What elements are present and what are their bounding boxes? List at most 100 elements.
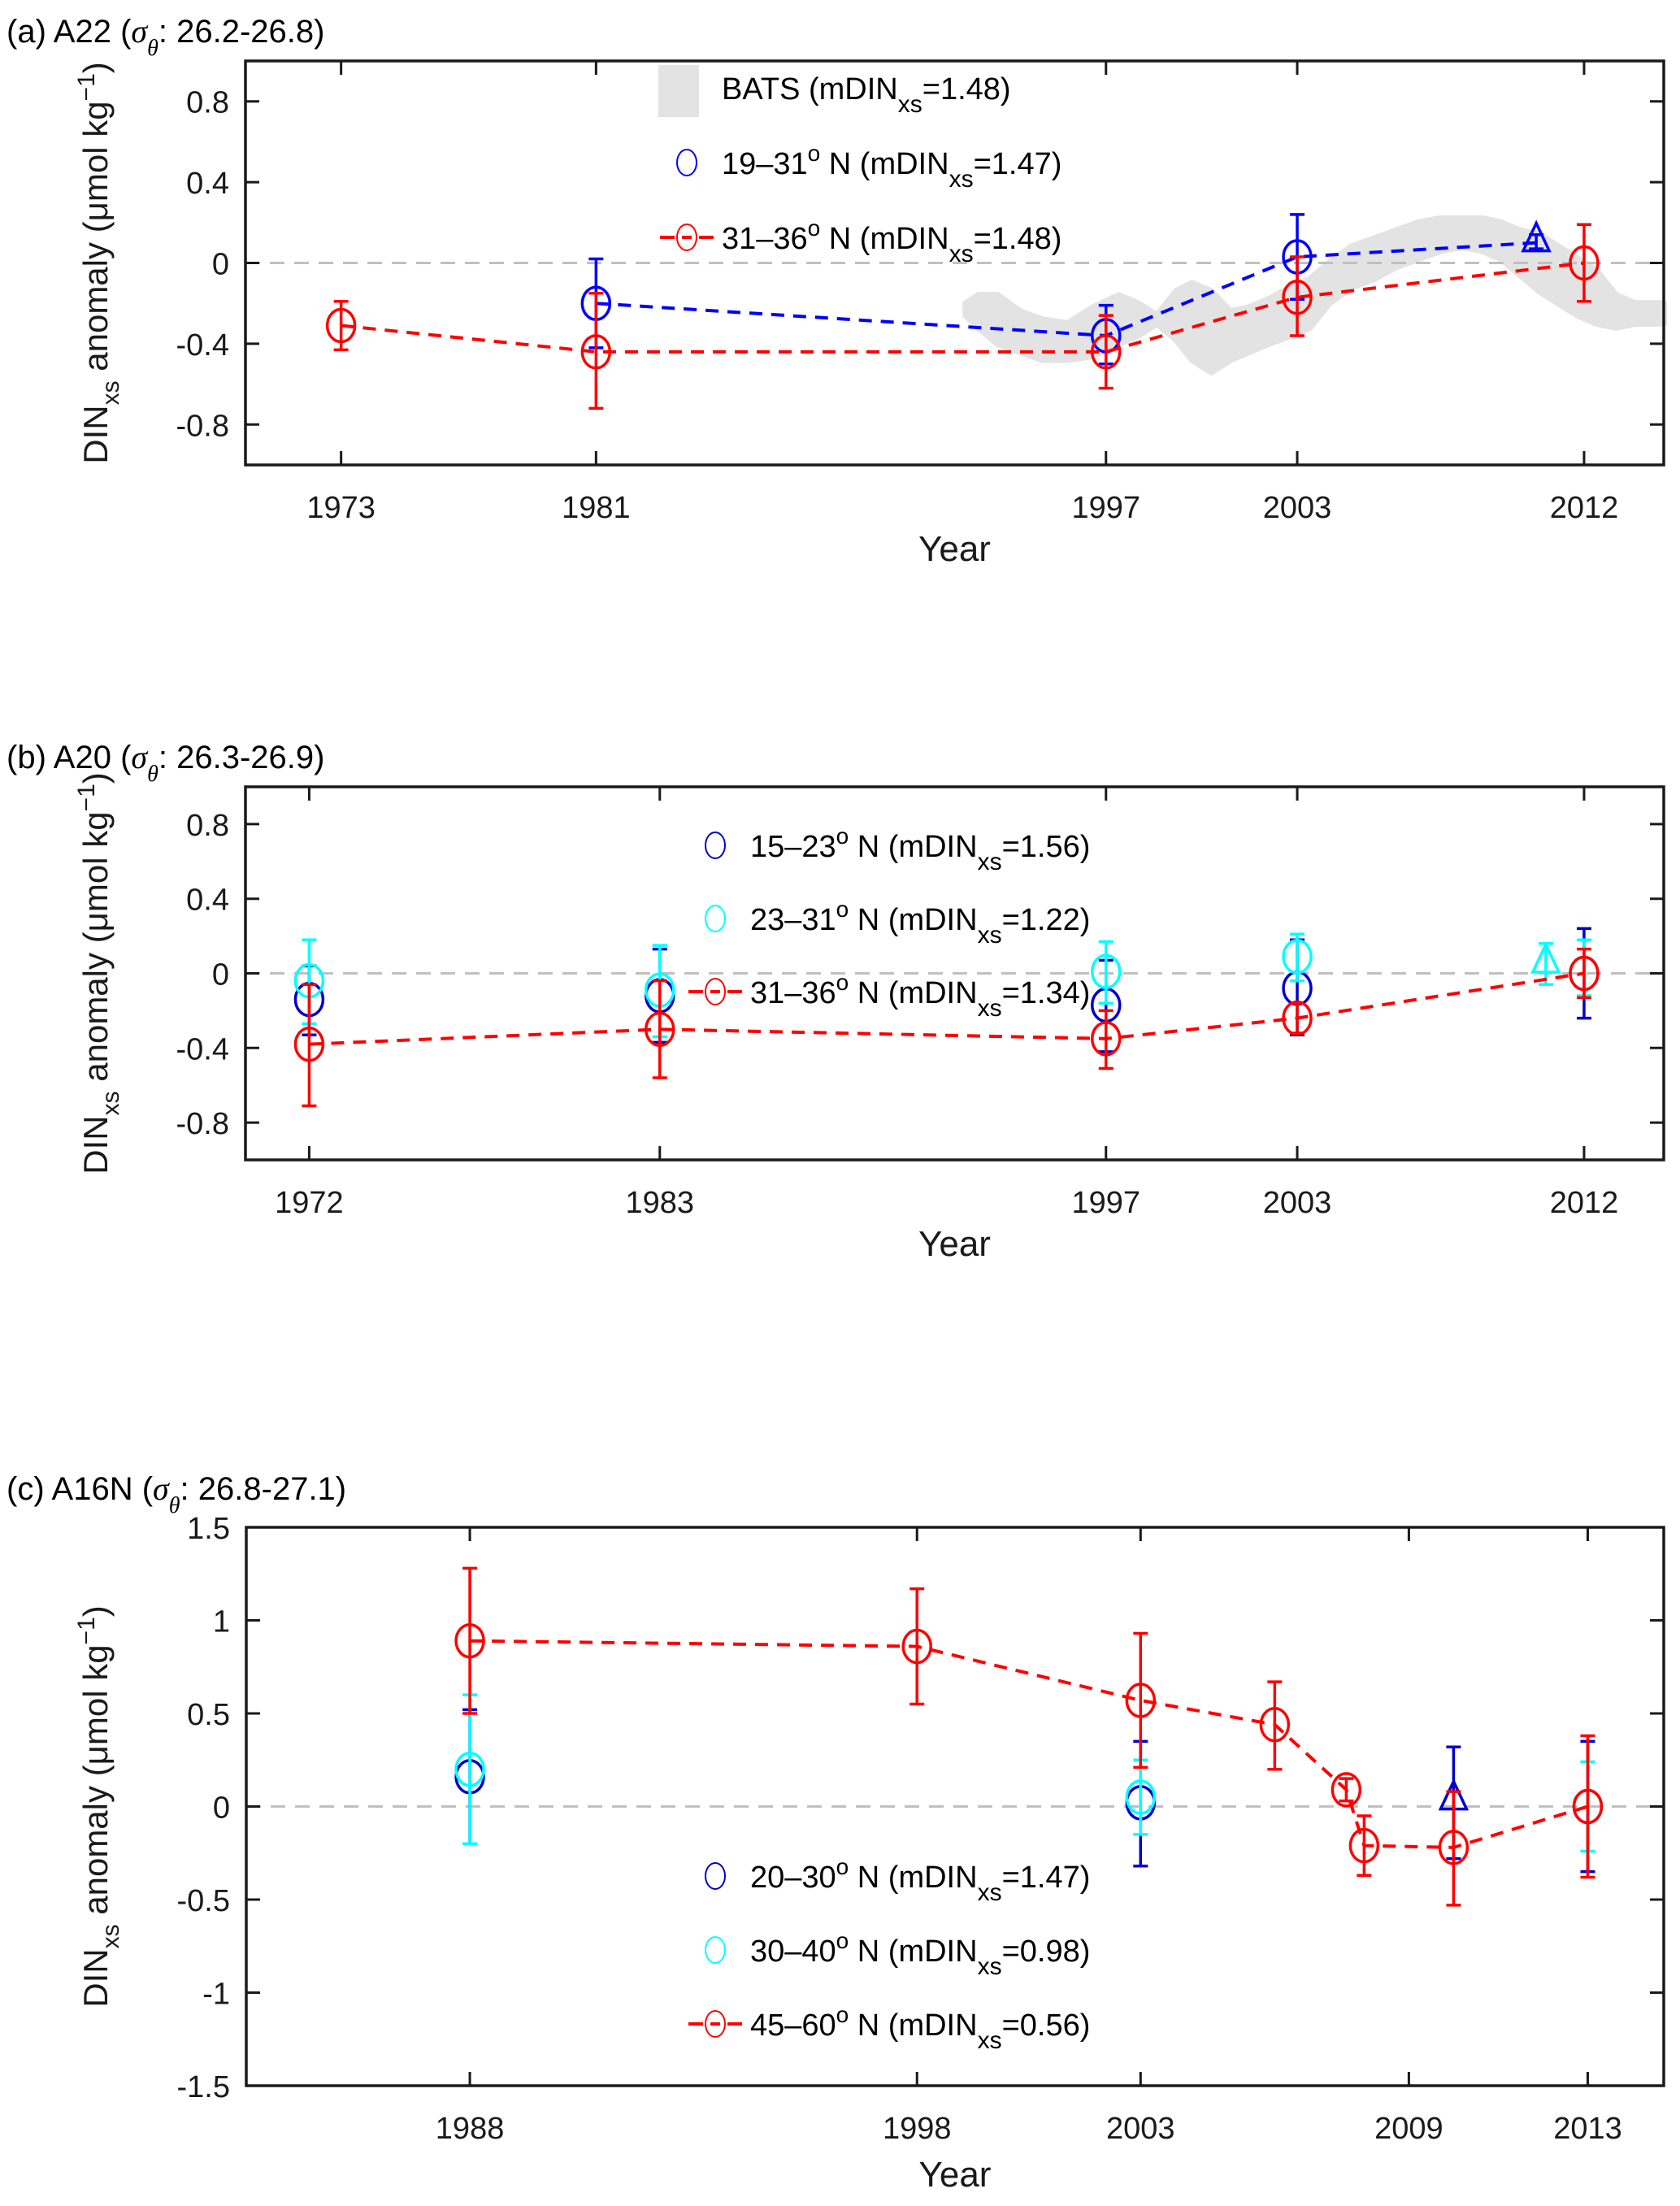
series-30-40-n — [454, 1693, 1604, 1853]
data-point-circle — [580, 334, 612, 370]
y-tick-label: -0.8 — [176, 409, 229, 443]
legend-marker-circle — [705, 2010, 726, 2038]
x-tick-label: 1972 — [275, 1186, 344, 1220]
legend-label-sub: xs — [978, 995, 1002, 1022]
y-tick-label: 0.8 — [186, 809, 229, 843]
legend-label-pre: BATS (mDIN — [722, 72, 898, 106]
y-tick-label: 0.4 — [186, 884, 229, 918]
y-axis-label-end: ) — [76, 1605, 115, 1617]
y-axis-label-main: DIN — [76, 1948, 115, 2007]
data-point-circle — [1569, 955, 1600, 992]
y-axis-label-sup: −1 — [73, 73, 100, 101]
data-point-circle — [645, 1011, 675, 1048]
legend-label-post: =1.22) — [1002, 903, 1091, 937]
legend-label-mid: N (mDIN — [849, 2008, 977, 2043]
data-point-triangle — [1530, 940, 1561, 974]
y-axis-label-sub: xs — [98, 1091, 124, 1115]
x-axis-label: Year — [918, 529, 991, 569]
legend-label-sub: xs — [898, 91, 922, 118]
legend-marker-circle — [705, 1936, 726, 1964]
legend-label-degree: o — [808, 215, 821, 241]
legend-label-pre: 15–23 — [750, 830, 836, 864]
legend-label: 45–60o N (mDINxs=0.56) — [750, 2002, 1090, 2054]
y-tick-label: -0.5 — [177, 1884, 230, 1918]
legend-label-pre: 20–30 — [750, 1861, 836, 1895]
legend-label-post: =1.48) — [922, 72, 1011, 106]
panel-c-title: (c) A16N (σθ: 26.8-27.1) — [7, 1470, 346, 1518]
series-31-36-n — [293, 947, 1600, 1108]
legend-label-mid: N (mDIN — [820, 222, 949, 256]
data-point-circle — [1438, 1830, 1469, 1865]
legend-marker-circle — [705, 1862, 726, 1890]
legend-label-mid: N (mDIN — [820, 147, 949, 181]
data-point-circle — [1331, 1772, 1362, 1808]
x-tick-label: 2009 — [1374, 2112, 1443, 2146]
legend-swatch-band — [658, 65, 699, 117]
legend-label: 15–23o N (mDINxs=1.56) — [750, 823, 1090, 875]
y-tick-label: 0.8 — [186, 86, 229, 120]
legend-label-post: =1.56) — [1002, 830, 1091, 864]
panel-b-title: (b) A20 (σθ: 26.3-26.9) — [7, 739, 324, 787]
x-axis-label: Year — [918, 1224, 991, 1264]
data-point-circle — [1125, 1779, 1157, 1815]
legend-label-sub: xs — [978, 849, 1002, 875]
y-tick-label: 1 — [213, 1605, 230, 1639]
data-point-circle — [325, 307, 357, 344]
x-tick-label: 2003 — [1263, 1186, 1332, 1220]
legend-label-pre: 19–31 — [722, 147, 808, 181]
y-tick-label: 0.4 — [186, 167, 229, 201]
panel-a: (a) A22 (σθ: 26.2-26.8) 0.8 0.4 0 -0.4 -0.8 1… — [7, 13, 1667, 569]
legend-label-mid: N (mDIN — [849, 976, 977, 1010]
legend-label-pre: 45–60 — [750, 2008, 836, 2043]
data-point-circle — [1091, 1021, 1122, 1057]
y-tick-label: -0.4 — [176, 1032, 229, 1066]
x-tick-label: 1973 — [306, 491, 376, 525]
legend-label-post: =1.47) — [974, 147, 1062, 181]
y-axis-label-rest: anomaly (μmol kg — [76, 1644, 115, 1924]
legend-label-pre: 30–40 — [750, 1935, 836, 1969]
x-tick-label: 2003 — [1106, 2112, 1175, 2146]
y-tick-label: -0.8 — [176, 1107, 229, 1141]
legend-label-degree: o — [836, 970, 849, 995]
data-point-triangle — [1521, 219, 1552, 253]
legend: 15–23o N (mDINxs=1.56)23–31o N (mDINxs=1… — [688, 823, 1090, 1022]
legend-label: 19–31o N (mDINxs=1.47) — [722, 141, 1061, 193]
legend-label-sub: xs — [978, 922, 1002, 949]
legend: BATS (mDINxs=1.48)19–31o N (mDINxs=1.47)… — [658, 65, 1061, 267]
data-point-circle — [1125, 1683, 1157, 1718]
legend-label-post: =0.56) — [1002, 2008, 1091, 2043]
series-31-36-n — [325, 223, 1600, 410]
y-axis-label-sub: xs — [98, 380, 124, 405]
legend-label-mid: N (mDIN — [849, 1935, 977, 1969]
data-point-circle — [1091, 334, 1122, 370]
panel-b: (b) A20 (σθ: 26.3-26.9) 0.8 0.4 0 -0.4 -0.8 1… — [7, 739, 1665, 1264]
legend-label-mid: N (mDIN — [849, 1861, 977, 1895]
data-point-circle — [1259, 1706, 1291, 1743]
legend-label-degree: o — [836, 1854, 849, 1879]
legend-label-post: =1.47) — [1002, 1861, 1091, 1895]
legend-label-degree: o — [808, 141, 821, 166]
legend-label-post: =1.34) — [1002, 976, 1091, 1010]
y-axis-label-sup: −1 — [73, 1617, 100, 1644]
data-point-circle — [293, 1026, 325, 1062]
legend-label: 31–36o N (mDINxs=1.34) — [750, 970, 1090, 1022]
legend-label-post: =1.48) — [974, 222, 1062, 256]
y-axis-label-end: ) — [76, 62, 115, 73]
legend-label-degree: o — [836, 2002, 849, 2027]
data-point-circle — [454, 1751, 485, 1787]
series-line — [470, 1639, 1589, 1849]
x-tick-label: 1988 — [436, 2112, 505, 2146]
series-line — [596, 241, 1537, 337]
y-axis-label: DINxs anomaly (μmol kg−1) — [73, 62, 124, 464]
legend-marker-circle — [705, 832, 726, 859]
legend-label: BATS (mDINxs=1.48) — [722, 72, 1011, 118]
legend-label-pre: 31–36 — [722, 222, 808, 256]
x-axis-label: Year — [919, 2155, 992, 2195]
x-tick-label: 2013 — [1553, 2112, 1622, 2146]
legend-marker-circle — [676, 149, 697, 176]
data-point-circle — [1091, 953, 1122, 989]
legend-label-degree: o — [836, 823, 849, 849]
y-axis-label-main: DIN — [76, 1115, 115, 1174]
legend-label-degree: o — [836, 1928, 849, 1953]
data-point-circle — [1569, 245, 1600, 281]
